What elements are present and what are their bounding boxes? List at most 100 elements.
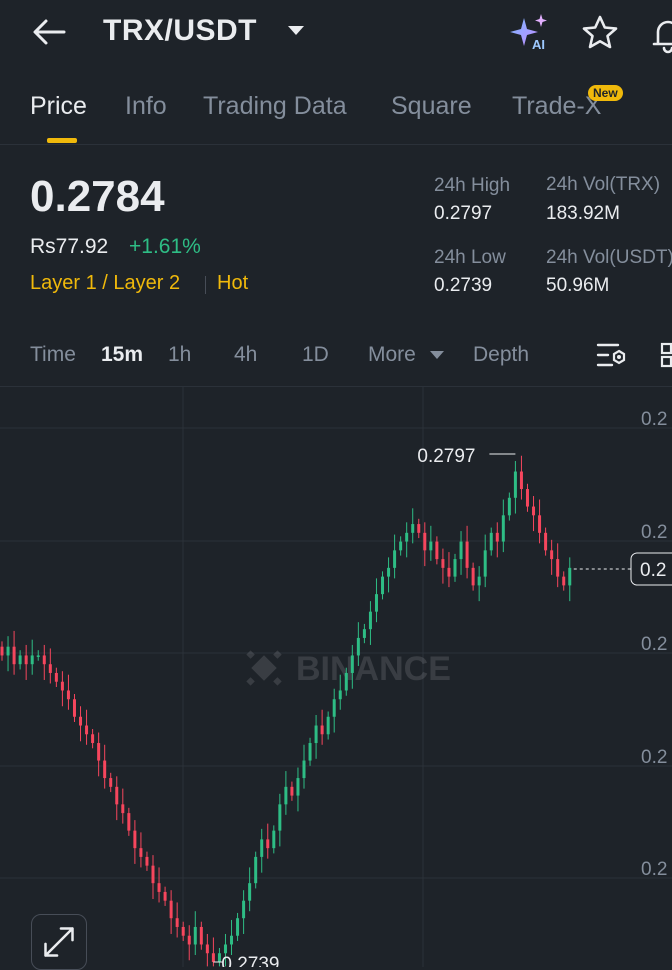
candle-body <box>91 734 95 744</box>
vol-base-label: 24h Vol(TRX) <box>546 174 661 195</box>
candle-body <box>519 471 523 490</box>
candle-body <box>175 918 179 927</box>
candle-body <box>36 655 40 657</box>
candle-body <box>435 541 439 560</box>
low-24h-label: 24h Low <box>434 247 506 268</box>
category-tag[interactable]: Layer 1 / Layer 2 <box>30 272 181 294</box>
hot-tag[interactable]: Hot <box>217 272 249 294</box>
candle-body <box>562 576 566 586</box>
local-price: Rs77.92 <box>30 235 109 258</box>
tabs-divider <box>0 144 672 145</box>
candle-body <box>181 926 185 936</box>
candle-body <box>459 541 463 560</box>
high-marker-label: 0.2797 <box>417 446 475 467</box>
interval-time[interactable]: Time <box>30 343 76 366</box>
candle-body <box>362 629 366 638</box>
chevron-down-icon[interactable] <box>288 26 304 35</box>
interval-more[interactable]: More <box>368 343 416 366</box>
pair-selector[interactable]: TRX/USDT <box>103 14 257 47</box>
price-change-percent: +1.61% <box>129 235 201 258</box>
candle-body <box>399 541 403 551</box>
y-tick-label: 0.2 <box>641 859 667 880</box>
candle-body <box>320 725 324 735</box>
depth-tab[interactable]: Depth <box>473 343 530 366</box>
candle-body <box>42 655 46 665</box>
candle-body <box>278 804 282 831</box>
candle-body <box>550 550 554 560</box>
interval-4h[interactable]: 4h <box>234 343 258 366</box>
back-arrow-icon[interactable] <box>30 16 70 48</box>
candle-body <box>489 532 493 551</box>
vol-base-value: 183.92M <box>546 203 620 224</box>
candle-body <box>441 559 445 568</box>
candle-body <box>163 891 167 901</box>
candle-body <box>284 786 288 805</box>
interval-1d[interactable]: 1D <box>302 343 329 366</box>
candle-body <box>199 926 203 945</box>
candle-body <box>66 690 70 700</box>
candle-body <box>121 804 125 814</box>
candle-body <box>356 637 360 656</box>
new-badge: New <box>588 85 623 101</box>
y-tick-label: 0.2 <box>641 522 667 543</box>
candle-body <box>211 953 215 962</box>
candle-body <box>133 830 137 849</box>
candle-body <box>60 681 64 691</box>
candle-body <box>332 699 336 717</box>
active-tab-indicator <box>47 138 77 143</box>
candle-body <box>338 690 342 700</box>
candle-body <box>429 541 433 551</box>
candle-body <box>568 567 572 586</box>
candle-body <box>314 725 318 744</box>
candle-body <box>85 725 89 735</box>
current-price-label: 0.2 <box>640 560 666 581</box>
tab-trading-data[interactable]: Trading Data <box>203 92 347 120</box>
candle-body <box>266 839 270 849</box>
candle-body <box>507 497 511 516</box>
bell-icon[interactable] <box>648 14 672 54</box>
candle-body <box>109 778 113 787</box>
vol-quote-label: 24h Vol(USDT) <box>546 247 672 268</box>
candle-body <box>0 646 4 656</box>
tab-price[interactable]: Price <box>30 92 87 120</box>
candle-body <box>477 576 481 586</box>
candle-body <box>6 646 10 656</box>
chart-divider <box>0 386 672 387</box>
candle-body <box>544 532 548 551</box>
candle-body <box>393 550 397 568</box>
candle-body <box>495 532 499 542</box>
more-chevron-icon[interactable] <box>430 351 444 359</box>
current-price-tag <box>630 552 672 586</box>
candle-body <box>12 646 16 665</box>
candle-body <box>525 489 529 507</box>
candle-body <box>157 883 161 892</box>
tab-trade-x[interactable]: Trade-X <box>512 92 602 120</box>
binance-watermark: BINANCE <box>246 650 451 688</box>
candle-body <box>374 594 378 612</box>
chart-settings-icon[interactable] <box>596 340 628 370</box>
candle-body <box>205 944 209 954</box>
candle-body <box>139 848 143 857</box>
candle-body <box>538 515 542 533</box>
candle-body <box>272 830 276 849</box>
interval-1h[interactable]: 1h <box>168 343 192 366</box>
candle-body <box>405 532 409 542</box>
candle-body <box>326 716 330 735</box>
candle-body <box>501 515 505 542</box>
layout-grid-icon[interactable] <box>660 340 672 370</box>
candlestick-chart[interactable]: BINANCE 0.2 0.2 0.2 0.2 0.2 0.2797 0.2739 0.2 <box>0 386 672 967</box>
tab-square[interactable]: Square <box>391 92 472 120</box>
candle-body <box>169 900 173 919</box>
candle-body <box>72 699 76 717</box>
tag-separator <box>205 276 206 294</box>
tab-info[interactable]: Info <box>125 92 167 120</box>
ai-sparkle-icon[interactable]: AI <box>508 12 552 54</box>
interval-15m[interactable]: 15m <box>101 343 144 366</box>
expand-icon[interactable] <box>31 914 87 970</box>
candle-body <box>465 541 469 568</box>
star-icon[interactable] <box>580 14 620 52</box>
candle-body <box>344 672 348 691</box>
candle-series <box>0 455 572 967</box>
candle-body <box>103 760 107 779</box>
candle-body <box>423 532 427 551</box>
